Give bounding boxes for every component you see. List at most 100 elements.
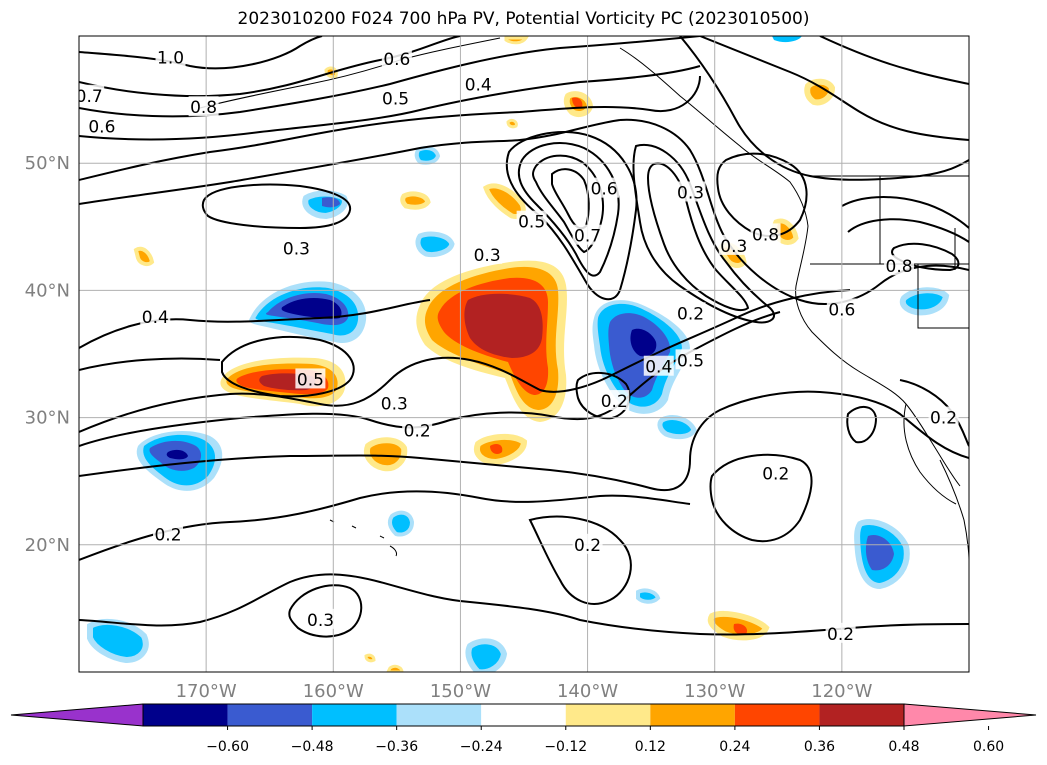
contour-label: 0.4: [465, 75, 492, 95]
contour-label-bg: [750, 223, 781, 244]
contour-label-bg: [463, 73, 494, 94]
positive-anomaly-small: [400, 191, 431, 210]
contour-label: 0.6: [591, 180, 618, 200]
contour-label-bg: [675, 302, 706, 323]
lon-tick-label: 120°W: [811, 681, 872, 702]
colorbar-bin: [650, 704, 735, 726]
contour-label-bg: [675, 349, 706, 370]
pv-contour: [79, 573, 969, 636]
colorbar: −0.60 −0.48 −0.36 −0.24 −0.12 0.12 0.24 0.36 0.4…: [10, 703, 1037, 755]
contour-label-bg: [472, 243, 503, 264]
lon-tick-labels: 170°W 160°W 150°W 140°W 130°W 120°W: [176, 681, 873, 702]
contour-label-bg: [516, 210, 547, 231]
pv-contour: [79, 119, 621, 205]
contour-label: 0.2: [404, 421, 431, 441]
filled-anomaly-layer: [87, 36, 950, 672]
contour-label-bg: [379, 392, 410, 413]
colorbar-tick-label: −0.60: [206, 739, 249, 755]
contour-label: 0.5: [518, 213, 545, 233]
contour-label-bg: [380, 87, 411, 108]
colorbar-tick-label: 0.12: [635, 739, 666, 755]
colorbar-tick-label: −0.12: [544, 739, 587, 755]
pv-contour: [699, 36, 969, 141]
lat-tick-label: 20°N: [25, 535, 70, 556]
positive-anomaly-small: [804, 78, 836, 106]
contour-label: 0.8: [190, 98, 217, 118]
pv-contour: [841, 196, 969, 229]
negative-anomaly-small: [772, 36, 802, 43]
pv-contour: [79, 36, 461, 98]
positive-anomaly-small: [504, 36, 529, 45]
lon-tick-label: 160°W: [303, 681, 364, 702]
contour-label-bg: [760, 462, 791, 483]
contour-label-bg: [928, 406, 959, 427]
colorbar-tick-label: 0.36: [804, 739, 835, 755]
negative-anomaly-west: [281, 298, 342, 319]
pv-contour: [716, 152, 808, 237]
lon-tick-label: 170°W: [176, 681, 237, 702]
contour-label: 0.5: [297, 370, 324, 390]
lat-tick-label: 40°N: [25, 280, 70, 301]
contour-label-bg: [589, 177, 620, 198]
positive-anomaly-central: [464, 293, 543, 358]
contour-label: 0.2: [827, 625, 854, 645]
pv-contour: [646, 162, 750, 312]
colorbar-bin: [312, 704, 397, 726]
colorbar-tick-label: −0.36: [375, 739, 418, 755]
contour-label: 0.5: [382, 89, 409, 109]
pv-contour: [79, 299, 431, 349]
pv-contour: [79, 390, 969, 491]
negative-anomaly-small: [657, 415, 697, 440]
contour-labels: 1.0 0.60.40.70.8 0.50.60.60.50.70.30.30.80…: [79, 46, 959, 645]
negative-anomaly-small: [899, 287, 950, 316]
contour-label: 0.6: [828, 300, 855, 320]
gridlines: [79, 36, 969, 672]
contour-label-bg: [305, 608, 336, 629]
contour-label: 0.4: [645, 358, 672, 378]
positive-anomaly-small: [386, 664, 404, 672]
coastline-west-us: [795, 225, 961, 487]
colorbar-bin: [819, 704, 904, 726]
contour-label-bg: [572, 533, 603, 554]
contour-label-bg: [718, 234, 749, 255]
pv-contour: [201, 183, 352, 230]
contour-label: 0.2: [574, 536, 601, 556]
contour-label-bg: [381, 47, 412, 68]
lat-tick-labels: 20°N 30°N 40°N 50°N: [25, 153, 70, 556]
contour-label: 0.6: [88, 117, 115, 137]
contour-label-bg: [599, 390, 630, 411]
contour-label-bg: [643, 355, 674, 376]
pv-contour: [679, 36, 969, 181]
contour-label: 0.3: [307, 611, 334, 631]
pv-contour: [551, 168, 590, 230]
plot-frame: [78, 35, 970, 673]
contour-label-bg: [140, 306, 171, 327]
pv-contour: [517, 142, 620, 277]
positive-anomaly-small: [572, 97, 583, 109]
negative-anomaly-small: [865, 534, 894, 571]
lon-tick-label: 130°W: [684, 681, 745, 702]
colorbar-bin: [396, 704, 482, 726]
lat-tick-label: 50°N: [25, 153, 70, 174]
negative-anomaly-small: [636, 588, 661, 604]
contour-label-bg: [188, 96, 219, 117]
pv-contour: [709, 453, 813, 543]
negative-anomaly-east: [630, 328, 657, 357]
contour-label-bg: [825, 622, 856, 643]
pv-contour: [79, 357, 221, 371]
pv-contour: [532, 154, 604, 254]
pv-contour: [221, 335, 355, 398]
contour-label-bg: [155, 46, 186, 67]
contour-label: 1.0: [157, 49, 184, 69]
colorbar-extend-low: [10, 703, 144, 727]
contour-label: 0.6: [383, 50, 410, 70]
us-state-border: [917, 264, 969, 329]
contour-label-bg: [295, 368, 326, 389]
contour-label-bg: [402, 419, 433, 440]
positive-anomaly-small: [133, 246, 155, 267]
colorbar-bin: [143, 704, 228, 726]
contour-label: 0.3: [677, 183, 704, 203]
contour-label-bg: [86, 115, 117, 136]
contour-label: 0.3: [720, 237, 747, 257]
